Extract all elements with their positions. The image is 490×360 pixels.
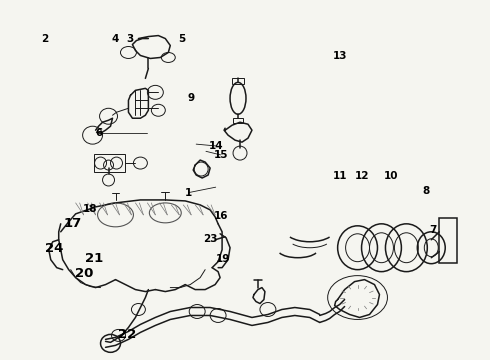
Text: 17: 17 bbox=[64, 216, 82, 230]
Text: 11: 11 bbox=[333, 171, 347, 181]
Text: 15: 15 bbox=[213, 150, 228, 160]
Text: 14: 14 bbox=[208, 141, 223, 151]
Text: 21: 21 bbox=[85, 252, 103, 265]
Text: 4: 4 bbox=[112, 35, 120, 44]
Text: 20: 20 bbox=[75, 267, 93, 280]
Bar bbox=[233, 118, 243, 123]
Text: 13: 13 bbox=[333, 51, 347, 61]
Text: 6: 6 bbox=[95, 129, 102, 138]
Text: 10: 10 bbox=[384, 171, 399, 181]
Text: 18: 18 bbox=[82, 204, 97, 214]
Bar bbox=[232, 78, 244, 84]
Text: 1: 1 bbox=[185, 188, 193, 198]
Text: 5: 5 bbox=[178, 35, 185, 44]
Text: 24: 24 bbox=[46, 242, 64, 255]
Text: 19: 19 bbox=[216, 254, 230, 264]
Text: 9: 9 bbox=[188, 93, 195, 103]
Text: 16: 16 bbox=[213, 211, 228, 221]
Bar bbox=[94, 154, 125, 172]
Text: 22: 22 bbox=[118, 328, 136, 341]
Bar bbox=[439, 218, 457, 263]
Text: 12: 12 bbox=[355, 171, 369, 181]
Text: 7: 7 bbox=[429, 225, 437, 235]
Text: 23: 23 bbox=[203, 234, 218, 244]
Text: 3: 3 bbox=[127, 35, 134, 44]
Text: 2: 2 bbox=[41, 35, 49, 44]
Text: 8: 8 bbox=[422, 186, 429, 196]
